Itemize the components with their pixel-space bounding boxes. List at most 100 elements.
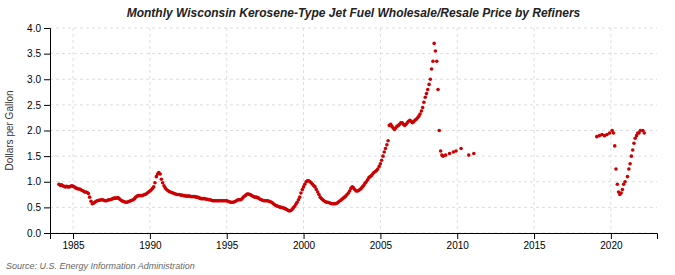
- x-tick-label: 1990: [139, 240, 162, 251]
- y-tick-mark: [44, 79, 50, 80]
- x-axis-line: [51, 234, 658, 240]
- y-tick: 4.0: [27, 23, 50, 34]
- x-tick: 2015: [523, 233, 546, 251]
- chart: 1985 1990 1995 2000 2005 2010 2015 2020 0.0 0.5 1.…: [0, 0, 675, 275]
- grid-line-y: [50, 53, 657, 54]
- y-tick: 1.0: [27, 176, 50, 187]
- y-tick: 2.0: [27, 125, 50, 136]
- dot: [628, 162, 632, 166]
- dot: [87, 192, 91, 196]
- dot: [420, 109, 424, 113]
- grid-line-y: [50, 79, 657, 80]
- dot: [459, 147, 463, 151]
- dot: [425, 92, 429, 96]
- grid-line-y: [50, 207, 657, 208]
- y-tick: 3.0: [27, 74, 50, 85]
- grid: [50, 28, 657, 233]
- y-tick-label: 2.5: [27, 100, 41, 111]
- y-tick-mark: [44, 182, 50, 183]
- dot: [632, 142, 636, 146]
- dot: [642, 131, 646, 135]
- dot: [631, 148, 635, 152]
- x-tick: 2010: [447, 233, 470, 251]
- y-tick-mark: [44, 54, 50, 55]
- dot: [431, 60, 435, 64]
- dot: [467, 153, 471, 157]
- y-tick-label: 3.5: [27, 48, 41, 59]
- dot: [435, 60, 439, 64]
- grid-line-y: [50, 28, 657, 29]
- dot: [385, 143, 389, 147]
- y-axis-line: [44, 29, 51, 234]
- dot: [437, 129, 441, 133]
- grid-line-x: [534, 28, 535, 233]
- x-tick-mark: [150, 233, 151, 239]
- x-tick: 2020: [600, 233, 623, 251]
- dot: [421, 106, 425, 110]
- dot: [153, 181, 157, 185]
- grid-line-y: [50, 104, 657, 105]
- dot: [158, 172, 162, 176]
- y-tick-label: 1.5: [27, 151, 41, 162]
- dot: [418, 112, 422, 116]
- x-tick-label: 2020: [600, 240, 623, 251]
- dot: [623, 180, 627, 184]
- title: Monthly Wisconsin Kerosene-Type Jet Fuel…: [127, 6, 581, 20]
- dot: [614, 167, 618, 171]
- y-axis-title: Dollars per Gallon: [4, 90, 15, 170]
- grid-line-y: [50, 130, 657, 131]
- dot: [616, 183, 620, 187]
- y-axis: 0.0 0.5 1.0 1.5 2.0 2.5 3.0 3.5 4.0: [27, 23, 50, 239]
- dot: [88, 195, 92, 199]
- y-tick-label: 0.5: [27, 202, 41, 213]
- dot: [472, 152, 476, 156]
- y-tick: 0.0: [27, 228, 50, 239]
- x-tick: 1995: [216, 233, 239, 251]
- x-tick-mark: [227, 233, 228, 239]
- x-tick: 1990: [139, 233, 162, 251]
- dot: [454, 149, 458, 153]
- y-tick-mark: [44, 156, 50, 157]
- dot: [426, 88, 430, 92]
- y-tick-label: 0.0: [27, 228, 41, 239]
- y-tick-mark: [44, 28, 50, 29]
- y-tick-label: 4.0: [27, 23, 41, 34]
- dot: [384, 147, 388, 151]
- grid-line-x: [149, 28, 150, 233]
- dot: [432, 42, 436, 46]
- annotation: Source: U.S. Energy Information Administ…: [6, 261, 195, 271]
- x-tick-mark: [457, 233, 458, 239]
- dot: [619, 191, 623, 195]
- dot: [161, 181, 165, 185]
- x-axis: 1985 1990 1995 2000 2005 2010 2015 2020: [51, 233, 658, 251]
- grid-line-x: [457, 28, 458, 233]
- x-tick-mark: [304, 233, 305, 239]
- grid-line-y: [50, 156, 657, 157]
- grid-line-y: [50, 181, 657, 182]
- dot: [430, 67, 434, 71]
- dot: [436, 88, 440, 92]
- dot: [299, 191, 303, 195]
- grid-line-x: [73, 28, 74, 233]
- dot: [434, 49, 438, 53]
- x-tick-mark: [611, 233, 612, 239]
- x-tick-label: 2015: [523, 240, 546, 251]
- dot: [386, 139, 390, 143]
- x-tick-label: 1985: [62, 240, 85, 251]
- dot: [627, 167, 631, 171]
- dot: [612, 131, 616, 135]
- dot: [613, 144, 617, 148]
- y-tick-mark: [44, 131, 50, 132]
- dot: [382, 150, 386, 154]
- x-tick-label: 2010: [447, 240, 470, 251]
- y-tick: 3.5: [27, 48, 50, 59]
- x-tick-label: 2000: [293, 240, 316, 251]
- dot: [427, 83, 431, 87]
- dot: [423, 95, 427, 99]
- dot: [439, 149, 443, 153]
- x-tick-label: 1995: [216, 240, 239, 251]
- y-tick: 1.5: [27, 151, 50, 162]
- x-tick-label: 2005: [370, 240, 393, 251]
- dot: [152, 185, 156, 189]
- y-tick-mark: [44, 233, 50, 234]
